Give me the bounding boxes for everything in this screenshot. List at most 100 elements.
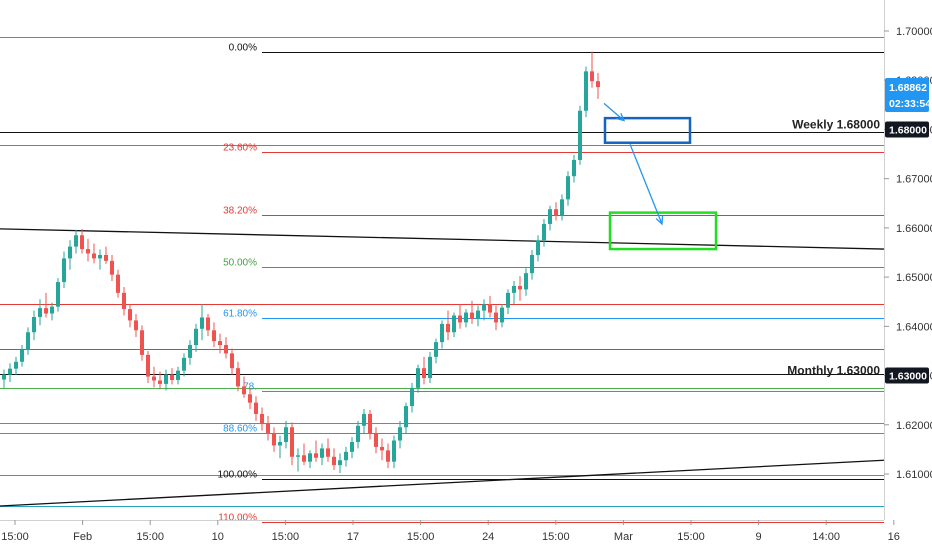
candle bbox=[422, 356, 426, 385]
candle-body bbox=[284, 427, 288, 443]
candle-body bbox=[356, 425, 360, 443]
candle bbox=[218, 333, 222, 354]
candle-body bbox=[560, 199, 564, 216]
candle-body bbox=[422, 368, 426, 379]
countdown-timer: 02:33:54 bbox=[889, 98, 931, 110]
candle bbox=[152, 366, 156, 388]
candle bbox=[332, 448, 336, 471]
candle bbox=[38, 299, 42, 326]
candle bbox=[104, 246, 108, 264]
candle bbox=[560, 194, 564, 221]
candle-body bbox=[320, 448, 324, 458]
candle bbox=[266, 415, 270, 441]
candle-body bbox=[314, 453, 318, 458]
time-axis[interactable]: 15:00 Feb 15:00 10 15:00 17 15:00 24 15:00 Mar 15:… bbox=[1, 520, 900, 543]
candle bbox=[248, 387, 252, 410]
candle-body bbox=[50, 306, 54, 314]
candle bbox=[56, 278, 60, 312]
candle-body bbox=[350, 442, 354, 452]
candle bbox=[140, 325, 144, 361]
price-tick-label: 1.70000 bbox=[896, 26, 932, 38]
candle-body bbox=[482, 304, 486, 311]
time-tick-label: 24 bbox=[482, 531, 494, 543]
candle-body bbox=[476, 310, 480, 319]
candle-body bbox=[572, 159, 576, 177]
candle bbox=[518, 276, 522, 301]
candle-body bbox=[110, 260, 114, 275]
candle-body bbox=[260, 413, 264, 424]
direction-arrow bbox=[603, 102, 626, 122]
candle-body bbox=[530, 254, 534, 274]
candle-body bbox=[326, 448, 330, 457]
candle bbox=[50, 302, 54, 321]
candle bbox=[524, 268, 528, 296]
candle bbox=[356, 420, 360, 449]
candle-body bbox=[170, 374, 174, 380]
candle bbox=[506, 289, 510, 315]
fib-level-label: 78. bbox=[243, 382, 257, 393]
candle-body bbox=[542, 223, 546, 241]
candle bbox=[272, 427, 276, 452]
candle bbox=[572, 155, 576, 183]
candle-body bbox=[266, 423, 270, 434]
candle bbox=[416, 364, 420, 393]
candle-body bbox=[596, 81, 600, 88]
candle-body bbox=[512, 285, 516, 293]
arrow-shaft bbox=[629, 143, 663, 225]
fib-level-label: 88.60% bbox=[223, 424, 257, 435]
arrow-shaft bbox=[603, 102, 625, 122]
candle bbox=[164, 369, 168, 391]
price-tick-label: 1.64000 bbox=[896, 321, 932, 333]
fib-level-label: 110.00% bbox=[218, 513, 257, 524]
candle-body bbox=[116, 274, 120, 293]
fib-level-label: 0.00% bbox=[229, 43, 257, 54]
candle bbox=[452, 312, 456, 338]
candle-body bbox=[428, 356, 432, 379]
candle-body bbox=[140, 330, 144, 355]
candle-body bbox=[188, 345, 192, 358]
current-price-tag bbox=[885, 78, 929, 113]
candle bbox=[440, 320, 444, 349]
candle bbox=[146, 350, 150, 383]
candle bbox=[230, 348, 234, 375]
arrow-head bbox=[655, 215, 664, 226]
candle-body bbox=[80, 235, 84, 250]
candle bbox=[290, 422, 294, 466]
candle-body bbox=[278, 442, 282, 446]
candle bbox=[260, 407, 264, 431]
price-tick-label: 1.65000 bbox=[896, 272, 932, 284]
candle bbox=[182, 353, 186, 377]
candle-body bbox=[212, 330, 216, 342]
candle bbox=[122, 286, 126, 316]
candle-body bbox=[380, 446, 384, 451]
time-tick-label: 15:00 bbox=[542, 531, 570, 543]
candle bbox=[410, 382, 414, 413]
candle-body bbox=[506, 292, 510, 308]
candle bbox=[446, 310, 450, 341]
price-tag-label: 1.63000 bbox=[889, 371, 927, 383]
candle bbox=[128, 304, 132, 328]
candle bbox=[476, 305, 480, 327]
candle-body bbox=[164, 374, 168, 384]
candle-body bbox=[488, 304, 492, 313]
candle-body bbox=[206, 317, 210, 331]
time-tick-label: 9 bbox=[756, 531, 762, 543]
candle-body bbox=[434, 342, 438, 357]
candle bbox=[566, 171, 570, 206]
candles-layer bbox=[2, 51, 600, 474]
candle-body bbox=[458, 315, 462, 323]
price-tick-label: 1.66000 bbox=[896, 223, 932, 235]
candle bbox=[32, 310, 36, 341]
trendlines-layer bbox=[0, 228, 885, 507]
candle bbox=[212, 322, 216, 348]
candle bbox=[206, 314, 210, 337]
candle bbox=[308, 450, 312, 469]
time-tick-label: 15:00 bbox=[677, 531, 705, 543]
arrow-head bbox=[616, 112, 626, 122]
time-tick-label: 15:00 bbox=[407, 531, 435, 543]
candle-body bbox=[62, 258, 66, 283]
candle-body bbox=[224, 345, 228, 354]
